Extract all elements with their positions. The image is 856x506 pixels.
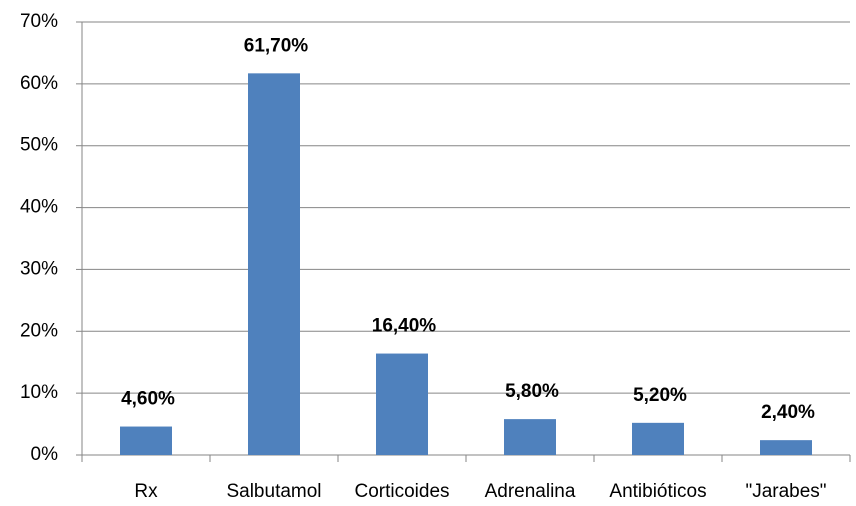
y-tick-label: 70% xyxy=(20,11,58,32)
y-tick-label: 10% xyxy=(20,382,58,403)
bar xyxy=(632,422,684,455)
bar xyxy=(376,353,428,455)
value-label: 5,20% xyxy=(633,385,687,406)
x-tick-label: Salbutamol xyxy=(226,481,321,502)
value-label: 2,40% xyxy=(761,402,815,423)
value-label: 16,40% xyxy=(372,316,437,337)
bar xyxy=(248,73,300,455)
value-label: 61,70% xyxy=(244,35,309,56)
y-tick-label: 50% xyxy=(20,135,58,156)
y-tick-label: 60% xyxy=(20,73,58,94)
x-tick-label: Corticoides xyxy=(354,481,449,502)
y-tick-label: 20% xyxy=(20,320,58,341)
value-label: 4,60% xyxy=(121,389,175,410)
x-tick-label: Adrenalina xyxy=(485,481,576,502)
x-tick-label: "Jarabes" xyxy=(745,481,826,502)
x-tick-label: Antibióticos xyxy=(609,481,706,502)
y-tick-label: 30% xyxy=(20,258,58,279)
y-tick-label: 40% xyxy=(20,197,58,218)
x-tick-label: Rx xyxy=(134,481,158,502)
value-label: 5,80% xyxy=(505,381,559,402)
bar xyxy=(760,440,812,455)
bar xyxy=(504,419,556,455)
bar xyxy=(120,426,172,455)
y-tick-label: 0% xyxy=(31,444,59,465)
